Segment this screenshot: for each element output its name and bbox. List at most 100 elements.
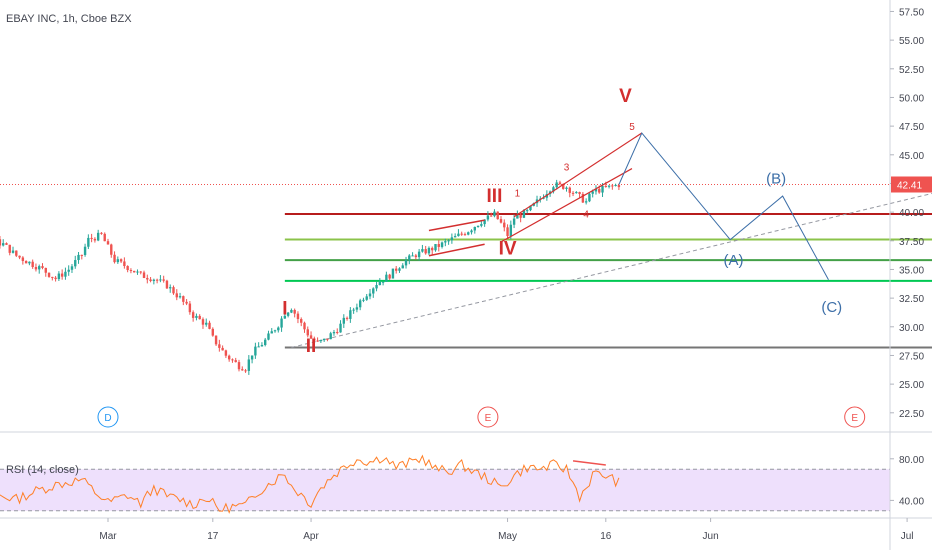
x-tick-label: May: [498, 531, 517, 542]
candle-body: [80, 254, 83, 256]
rsi-band: [0, 469, 890, 511]
candle-body: [159, 279, 162, 281]
candle-body: [584, 201, 588, 203]
candle-body: [57, 273, 61, 280]
candle-body: [450, 237, 454, 241]
rsi-divergence-line: [572, 460, 606, 466]
candle-body: [476, 225, 480, 227]
candle-body: [119, 259, 123, 262]
candle-body: [512, 218, 516, 225]
candle-body: [417, 251, 421, 258]
candle-body: [355, 307, 359, 310]
candle-body: [257, 346, 260, 348]
candle-body: [277, 327, 280, 331]
x-tick-label: Mar: [99, 531, 117, 542]
candle-body: [2, 243, 5, 246]
candle-body: [306, 329, 309, 336]
candle-body: [172, 287, 175, 294]
candle-body: [24, 261, 28, 264]
candle-body: [60, 273, 64, 277]
candle-body: [270, 331, 273, 334]
wave-label: III: [487, 186, 503, 207]
symbol-title: EBAY INC, 1h, Cboe BZX: [6, 13, 132, 25]
candle-body: [64, 271, 67, 277]
candle-body: [395, 268, 398, 271]
candle-body: [326, 338, 329, 340]
candle-body: [296, 313, 300, 320]
candle-body: [565, 187, 568, 189]
candle-body: [339, 323, 342, 333]
candle-body: [388, 274, 391, 279]
rsi-pane[interactable]: [0, 454, 890, 514]
candle-body: [106, 241, 110, 245]
candle-body: [437, 244, 440, 247]
candle-body: [214, 335, 218, 345]
earnings-marker[interactable]: [477, 406, 499, 428]
candle-body: [113, 254, 116, 263]
candle-body: [185, 301, 188, 304]
earnings-marker[interactable]: [844, 406, 866, 428]
rsi-label: RSI (14, close): [6, 464, 79, 476]
dividend-marker-label: D: [104, 413, 111, 424]
dividend-marker[interactable]: [97, 406, 119, 428]
candle-body: [237, 362, 241, 370]
candle-body: [362, 299, 365, 301]
candle-body: [617, 184, 621, 188]
candle-body: [378, 281, 382, 286]
wedge-line-lower: [500, 168, 633, 243]
candle-body: [611, 185, 614, 187]
candle-body: [607, 185, 611, 187]
candle-body: [162, 279, 165, 281]
x-tick-label: Apr: [303, 531, 319, 542]
candle-body: [0, 239, 2, 246]
y-tick-label: 27.50: [899, 351, 924, 362]
candle-body: [421, 249, 424, 252]
candle-body: [31, 261, 34, 267]
candle-body: [349, 310, 352, 319]
candle-body: [93, 238, 97, 241]
candle-body: [591, 191, 594, 194]
candle-body: [218, 344, 221, 348]
candle-body: [342, 317, 345, 324]
candle-body: [578, 192, 581, 194]
candle-body: [11, 250, 15, 253]
x-tick-label: Jun: [703, 531, 719, 542]
rsi-line: [0, 454, 620, 514]
wedge-line-upper: [513, 132, 643, 218]
candle-body: [352, 309, 355, 311]
candle-body: [345, 317, 349, 319]
candle-body: [123, 261, 126, 267]
candle-body: [489, 215, 493, 217]
earnings-marker-label: E: [485, 413, 492, 424]
candle-body: [322, 338, 326, 341]
candle-body: [129, 270, 133, 272]
candle-body: [264, 339, 267, 346]
candle-body: [447, 240, 450, 242]
candle-body: [139, 271, 142, 273]
candle-body: [38, 266, 41, 270]
candle-body: [467, 232, 470, 235]
candle-body: [568, 187, 571, 193]
candle-body: [70, 266, 74, 270]
projection-wave-label: (A): [724, 252, 744, 269]
candle-body: [191, 312, 195, 318]
candle-body: [260, 345, 264, 347]
candle-body: [28, 261, 31, 264]
price-pane[interactable]: 0.236(39.84)0.382(37.61)0.5(35.81)0.618(…: [0, 86, 932, 428]
candle-body: [483, 219, 486, 225]
candle-body: [227, 355, 231, 360]
channel-line-upper: [428, 219, 485, 232]
candle-body: [283, 315, 287, 319]
candle-body: [365, 296, 368, 300]
candle-body: [509, 224, 513, 237]
rsi-y-tick-label: 40.00: [899, 496, 924, 507]
candle-body: [205, 322, 208, 325]
candle-body: [77, 254, 80, 261]
candle-body: [300, 319, 303, 323]
candle-body: [254, 346, 257, 356]
x-tick-label: 16: [600, 531, 612, 542]
candle-body: [414, 255, 418, 258]
candle-body: [316, 340, 319, 342]
candle-body: [100, 232, 103, 234]
